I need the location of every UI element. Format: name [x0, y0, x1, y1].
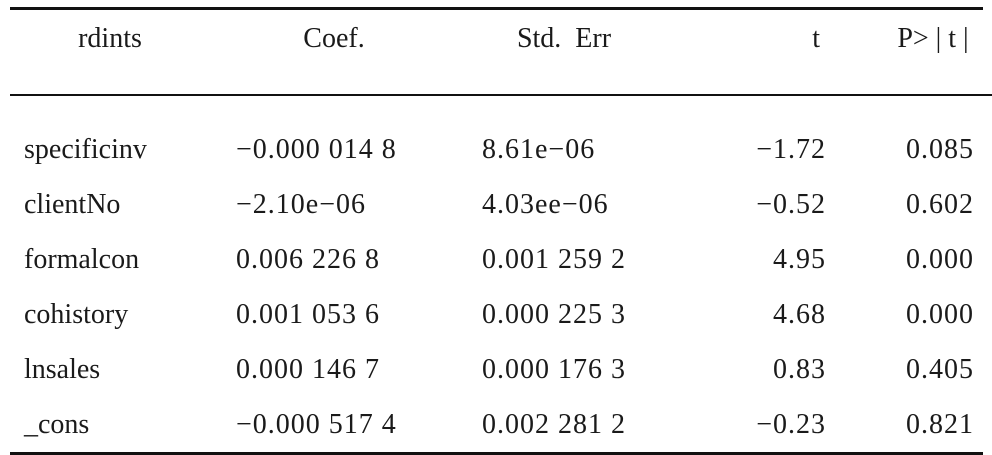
- row-t: 4.95: [773, 243, 826, 275]
- header-p-value: P> | t |: [897, 22, 969, 54]
- row-p-value: 0.602: [906, 188, 974, 220]
- table-row: clientNo −2.10e−06 4.03ee−06 −0.52 0.602: [10, 177, 992, 232]
- table-row: formalcon 0.006 226 8 0.001 259 2 4.95 0…: [10, 232, 992, 287]
- row-p-value: 0.821: [906, 408, 974, 440]
- header-t: t: [812, 22, 820, 54]
- table-row: _cons −0.000 517 4 0.002 281 2 −0.23 0.8…: [10, 397, 992, 452]
- coefficient-table: rdints Coef. Std. Err t P> | t | specifi…: [10, 10, 992, 452]
- row-variable: cohistory: [24, 298, 129, 330]
- row-coef: −0.000 517 4: [236, 408, 397, 440]
- row-variable: lnsales: [24, 353, 101, 385]
- row-t: 0.83: [773, 353, 826, 385]
- top-rule: [10, 7, 983, 10]
- header-variable: rdints: [78, 22, 142, 54]
- row-t: 4.68: [773, 298, 826, 330]
- row-variable: specificinv: [24, 133, 147, 165]
- row-variable: _cons: [24, 408, 90, 440]
- row-coef: 0.001 053 6: [236, 298, 380, 330]
- row-p-value: 0.000: [906, 243, 974, 275]
- row-std-err: 8.61e−06: [482, 133, 596, 165]
- header-std-err: Std. Err: [516, 22, 612, 54]
- row-std-err: 4.03ee−06: [482, 188, 609, 220]
- row-p-value: 0.085: [906, 133, 974, 165]
- row-p-value: 0.405: [906, 353, 974, 385]
- header-rule: [10, 93, 992, 96]
- row-t: −0.52: [756, 188, 826, 220]
- row-std-err: 0.001 259 2: [482, 243, 626, 275]
- row-t: −1.72: [756, 133, 826, 165]
- row-std-err: 0.000 225 3: [482, 298, 626, 330]
- row-coef: 0.000 146 7: [236, 353, 380, 385]
- row-p-value: 0.000: [906, 298, 974, 330]
- row-coef: −0.000 014 8: [236, 133, 397, 165]
- row-coef: 0.006 226 8: [236, 243, 380, 275]
- table-row: specificinv −0.000 014 8 8.61e−06 −1.72 …: [10, 122, 992, 177]
- table-row: lnsales 0.000 146 7 0.000 176 3 0.83 0.4…: [10, 342, 992, 397]
- row-variable: clientNo: [24, 188, 121, 220]
- row-t: −0.23: [756, 408, 826, 440]
- row-coef: −2.10e−06: [236, 188, 367, 220]
- header-coef: Coef.: [303, 22, 365, 54]
- regression-table: rdints Coef. Std. Err t P> | t | specifi…: [10, 7, 992, 455]
- table-row: cohistory 0.001 053 6 0.000 225 3 4.68 0…: [10, 287, 992, 342]
- row-std-err: 0.000 176 3: [482, 353, 626, 385]
- row-std-err: 0.002 281 2: [482, 408, 626, 440]
- row-variable: formalcon: [24, 243, 140, 275]
- header-row: rdints Coef. Std. Err t P> | t |: [10, 10, 992, 67]
